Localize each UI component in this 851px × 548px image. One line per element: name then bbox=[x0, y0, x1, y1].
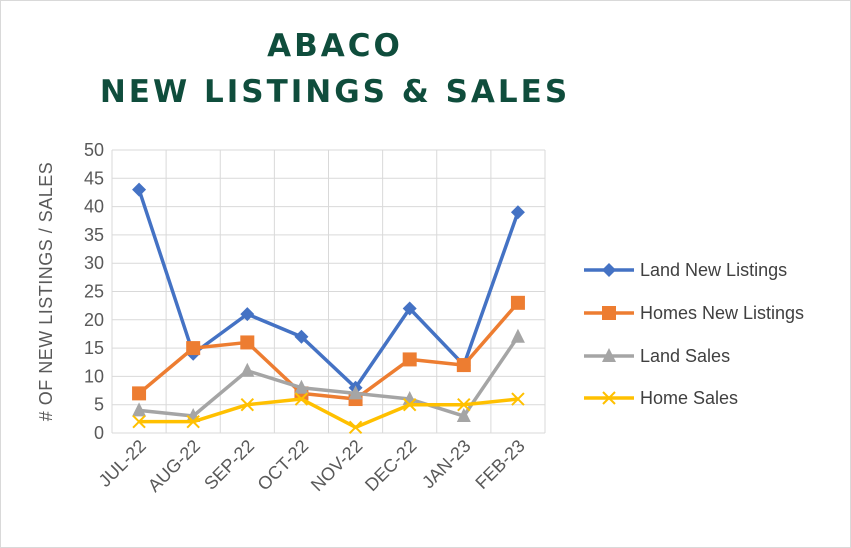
x-marker-stroke bbox=[457, 397, 471, 412]
data-point bbox=[294, 392, 309, 406]
x-marker-stroke bbox=[511, 392, 525, 406]
data-point bbox=[186, 414, 200, 429]
x-marker-stroke bbox=[348, 420, 363, 435]
x-tick-label: SEP-22 bbox=[200, 436, 258, 494]
x-tick-label: JAN-23 bbox=[418, 436, 475, 493]
x-tick-label: OCT-22 bbox=[254, 436, 313, 495]
series-line bbox=[137, 301, 520, 401]
chart-title-line-2: NEW LISTINGS & SALES bbox=[99, 74, 571, 110]
series-homes-new-listings bbox=[132, 295, 525, 407]
y-tick-label: 45 bbox=[84, 168, 104, 188]
data-point bbox=[240, 335, 255, 350]
legend-marker bbox=[602, 391, 616, 405]
legend-item: Home Sales bbox=[584, 388, 738, 408]
data-point bbox=[132, 414, 146, 429]
x-marker-stroke bbox=[602, 391, 616, 405]
x-marker-stroke bbox=[402, 397, 417, 412]
data-point bbox=[510, 295, 525, 310]
legend-item: Homes New Listings bbox=[584, 303, 804, 323]
y-tick-label: 40 bbox=[84, 197, 104, 217]
y-tick-label: 10 bbox=[84, 366, 104, 386]
data-point bbox=[348, 420, 363, 435]
y-tick-label: 30 bbox=[84, 253, 104, 273]
series-line bbox=[139, 397, 519, 430]
legend-marker bbox=[602, 348, 616, 362]
y-tick-label: 25 bbox=[84, 282, 104, 302]
series-land-sales bbox=[132, 328, 525, 423]
data-point bbox=[294, 329, 309, 344]
x-marker-stroke bbox=[132, 414, 146, 429]
y-tick-label: 15 bbox=[84, 338, 104, 358]
legend-item: Land Sales bbox=[584, 346, 730, 366]
data-point bbox=[510, 328, 525, 343]
legend-item: Land New Listings bbox=[584, 260, 787, 280]
chart-title-line-1: ABACO bbox=[267, 28, 403, 64]
y-axis-label: # OF NEW LISTINGS / SALES bbox=[36, 162, 56, 422]
series-home-sales bbox=[132, 392, 525, 435]
data-point bbox=[456, 358, 471, 373]
data-point bbox=[240, 397, 255, 412]
data-point bbox=[132, 402, 147, 417]
x-tick-label: FEB-23 bbox=[471, 436, 528, 493]
legend-marker bbox=[602, 306, 616, 320]
x-tick-label: JUL-22 bbox=[95, 436, 150, 491]
data-point bbox=[402, 301, 417, 316]
legend-marker bbox=[602, 263, 616, 277]
y-tick-label: 0 bbox=[94, 423, 104, 443]
legend: Land New Listings Homes New Listings Land … bbox=[584, 260, 804, 408]
data-point bbox=[240, 362, 255, 377]
data-point bbox=[132, 182, 147, 197]
x-marker-stroke bbox=[240, 397, 255, 412]
data-point bbox=[456, 408, 471, 423]
y-tick-label: 5 bbox=[94, 395, 104, 415]
series-line bbox=[138, 335, 520, 418]
legend-label: Homes New Listings bbox=[640, 303, 804, 323]
legend-label: Land New Listings bbox=[640, 260, 787, 280]
data-point bbox=[511, 392, 525, 406]
data-point bbox=[240, 307, 255, 322]
legend-label: Home Sales bbox=[640, 388, 738, 408]
data-point bbox=[457, 397, 471, 412]
data-point bbox=[402, 352, 417, 367]
x-tick-label: DEC-22 bbox=[361, 436, 420, 495]
data-point bbox=[132, 386, 147, 401]
data-point bbox=[510, 205, 525, 220]
data-point bbox=[186, 341, 201, 356]
y-tick-label: 35 bbox=[84, 225, 104, 245]
legend-label: Land Sales bbox=[640, 346, 730, 366]
x-tick-label: NOV-22 bbox=[307, 436, 366, 495]
x-tick-label: AUG-22 bbox=[144, 436, 204, 496]
data-point bbox=[294, 379, 309, 394]
y-tick-label: 50 bbox=[84, 140, 104, 160]
y-tick-label: 20 bbox=[84, 310, 104, 330]
x-marker-stroke bbox=[186, 414, 200, 429]
data-point bbox=[348, 385, 363, 400]
data-point bbox=[402, 397, 417, 412]
x-marker-stroke bbox=[294, 392, 309, 406]
